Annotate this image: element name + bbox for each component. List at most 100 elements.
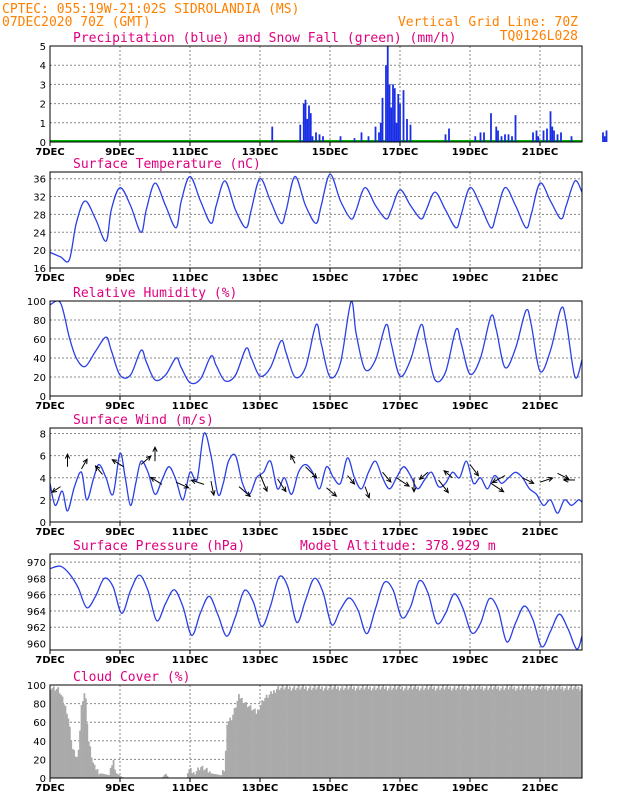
precip-bar [390, 107, 393, 142]
cloud-bar [509, 687, 511, 778]
wind-vector [305, 466, 318, 479]
precip-bar [311, 136, 314, 142]
x-tick-label: 19DEC [452, 147, 488, 158]
cloud-bar [194, 774, 197, 778]
y-tick-label: 0 [40, 392, 46, 403]
cloud-bar [114, 769, 116, 778]
wind-vector-head [528, 479, 535, 484]
cloud-bar [391, 690, 393, 778]
cloud-bar [274, 692, 277, 778]
precip-bar [511, 136, 513, 142]
cloud-bar [265, 694, 268, 778]
cloud-bar [372, 688, 374, 778]
cloud-bar [61, 696, 64, 778]
cloud-bar [539, 689, 542, 778]
cloud-bar [294, 690, 297, 778]
cloud-bar [267, 697, 269, 778]
y-tick-label: 40 [33, 354, 46, 365]
wind-vector-head [183, 483, 190, 489]
cloud-bar [477, 687, 479, 778]
x-tick-label: 15DEC [312, 147, 348, 158]
wind-vector-head [145, 455, 152, 461]
cloud-bar [55, 688, 58, 778]
cloud-bar [99, 773, 102, 778]
x-tick-label: 7DEC [35, 527, 64, 538]
wind-vector [492, 475, 506, 483]
cloud-bar [519, 690, 522, 778]
precip-bar [495, 126, 498, 142]
cloud-bar [289, 686, 291, 778]
wind-vector-head [365, 492, 371, 499]
panel-title: Relative Humidity (%) [73, 286, 237, 301]
y-tick-label: 5 [40, 42, 46, 53]
cloud-bar [52, 686, 55, 778]
x-tick-label: 17DEC [382, 655, 418, 666]
cloud-bar [369, 686, 371, 778]
y-tick-label: 40 [33, 737, 46, 748]
cloud-bar [380, 687, 383, 778]
wind-vector [382, 471, 392, 483]
panel-rh: 0 20 40 60 80 100 7DEC 9DEC 11DEC 13DEC 15DEC 17DEC… [27, 286, 583, 412]
y-tick-label: 1 [40, 119, 46, 130]
cloud-bar [396, 687, 399, 778]
cloud-bar [478, 685, 481, 778]
cloud-bar [264, 697, 267, 778]
x-tick-label: 13DEC [242, 655, 278, 666]
cloud-bar [74, 756, 77, 778]
precip-bar [490, 113, 492, 142]
pres-series-line [50, 565, 582, 650]
cloud-bar [517, 686, 520, 778]
y-tick-label: 3 [40, 80, 46, 91]
cloud-bar [375, 690, 377, 778]
precip-bar [306, 118, 309, 142]
precip-bar [514, 115, 517, 142]
cloud-bar [342, 690, 345, 778]
cloud-bar [191, 773, 194, 778]
panel-temp: 16 20 24 28 32 36 7DEC 9DEC 11DEC 13DEC 15DEC 17DEC… [33, 157, 583, 284]
x-tick-label: 9DEC [105, 147, 134, 158]
y-tick-label: 962 [27, 623, 46, 634]
precip-bar [299, 124, 302, 142]
wind-vector [175, 481, 189, 489]
cloud-bar [201, 765, 204, 778]
precip-bar [399, 103, 401, 142]
y-tick-label: 20 [33, 373, 46, 384]
x-tick-label: 19DEC [452, 527, 488, 538]
cloud-bar [538, 685, 541, 778]
cloud-bar [535, 690, 538, 778]
cloud-bar [230, 720, 233, 778]
panel-title: Cloud Cover (%) [73, 670, 190, 685]
cloud-bar [232, 714, 234, 778]
cloud-bar [303, 688, 306, 778]
x-tick-label: 17DEC [382, 401, 418, 412]
cloud-bar [497, 686, 500, 778]
cloud-bar [195, 771, 198, 778]
cloud-bar [401, 686, 404, 778]
cloud-bar [383, 688, 386, 778]
x-tick-label: 9DEC [105, 273, 134, 284]
cloud-bar [442, 685, 444, 778]
wind-series-line [50, 432, 582, 514]
x-tick-label: 7DEC [35, 655, 64, 666]
cloud-bar [322, 690, 325, 778]
precip-bar [308, 105, 310, 142]
panel-title: Surface Wind (m/s) [73, 413, 214, 428]
cloud-bar [423, 690, 425, 778]
panel-frame [49, 684, 583, 779]
precip-bar [497, 130, 499, 142]
x-tick-label: 13DEC [242, 147, 278, 158]
precip-bar [374, 126, 377, 142]
precip-bar [315, 132, 317, 142]
cloud-bar [484, 688, 487, 778]
cloud-bar [466, 690, 469, 778]
cloud-bar [498, 690, 501, 778]
cloud-bar [270, 691, 272, 778]
cloud-bar [335, 688, 338, 778]
cloud-bar [277, 686, 280, 778]
cloud-bar [529, 686, 532, 778]
wind-vector-head [473, 470, 480, 477]
cloud-bar [249, 705, 252, 778]
wind-vector [259, 474, 268, 492]
cloud-bar [516, 688, 519, 778]
cloud-bar [275, 689, 278, 778]
